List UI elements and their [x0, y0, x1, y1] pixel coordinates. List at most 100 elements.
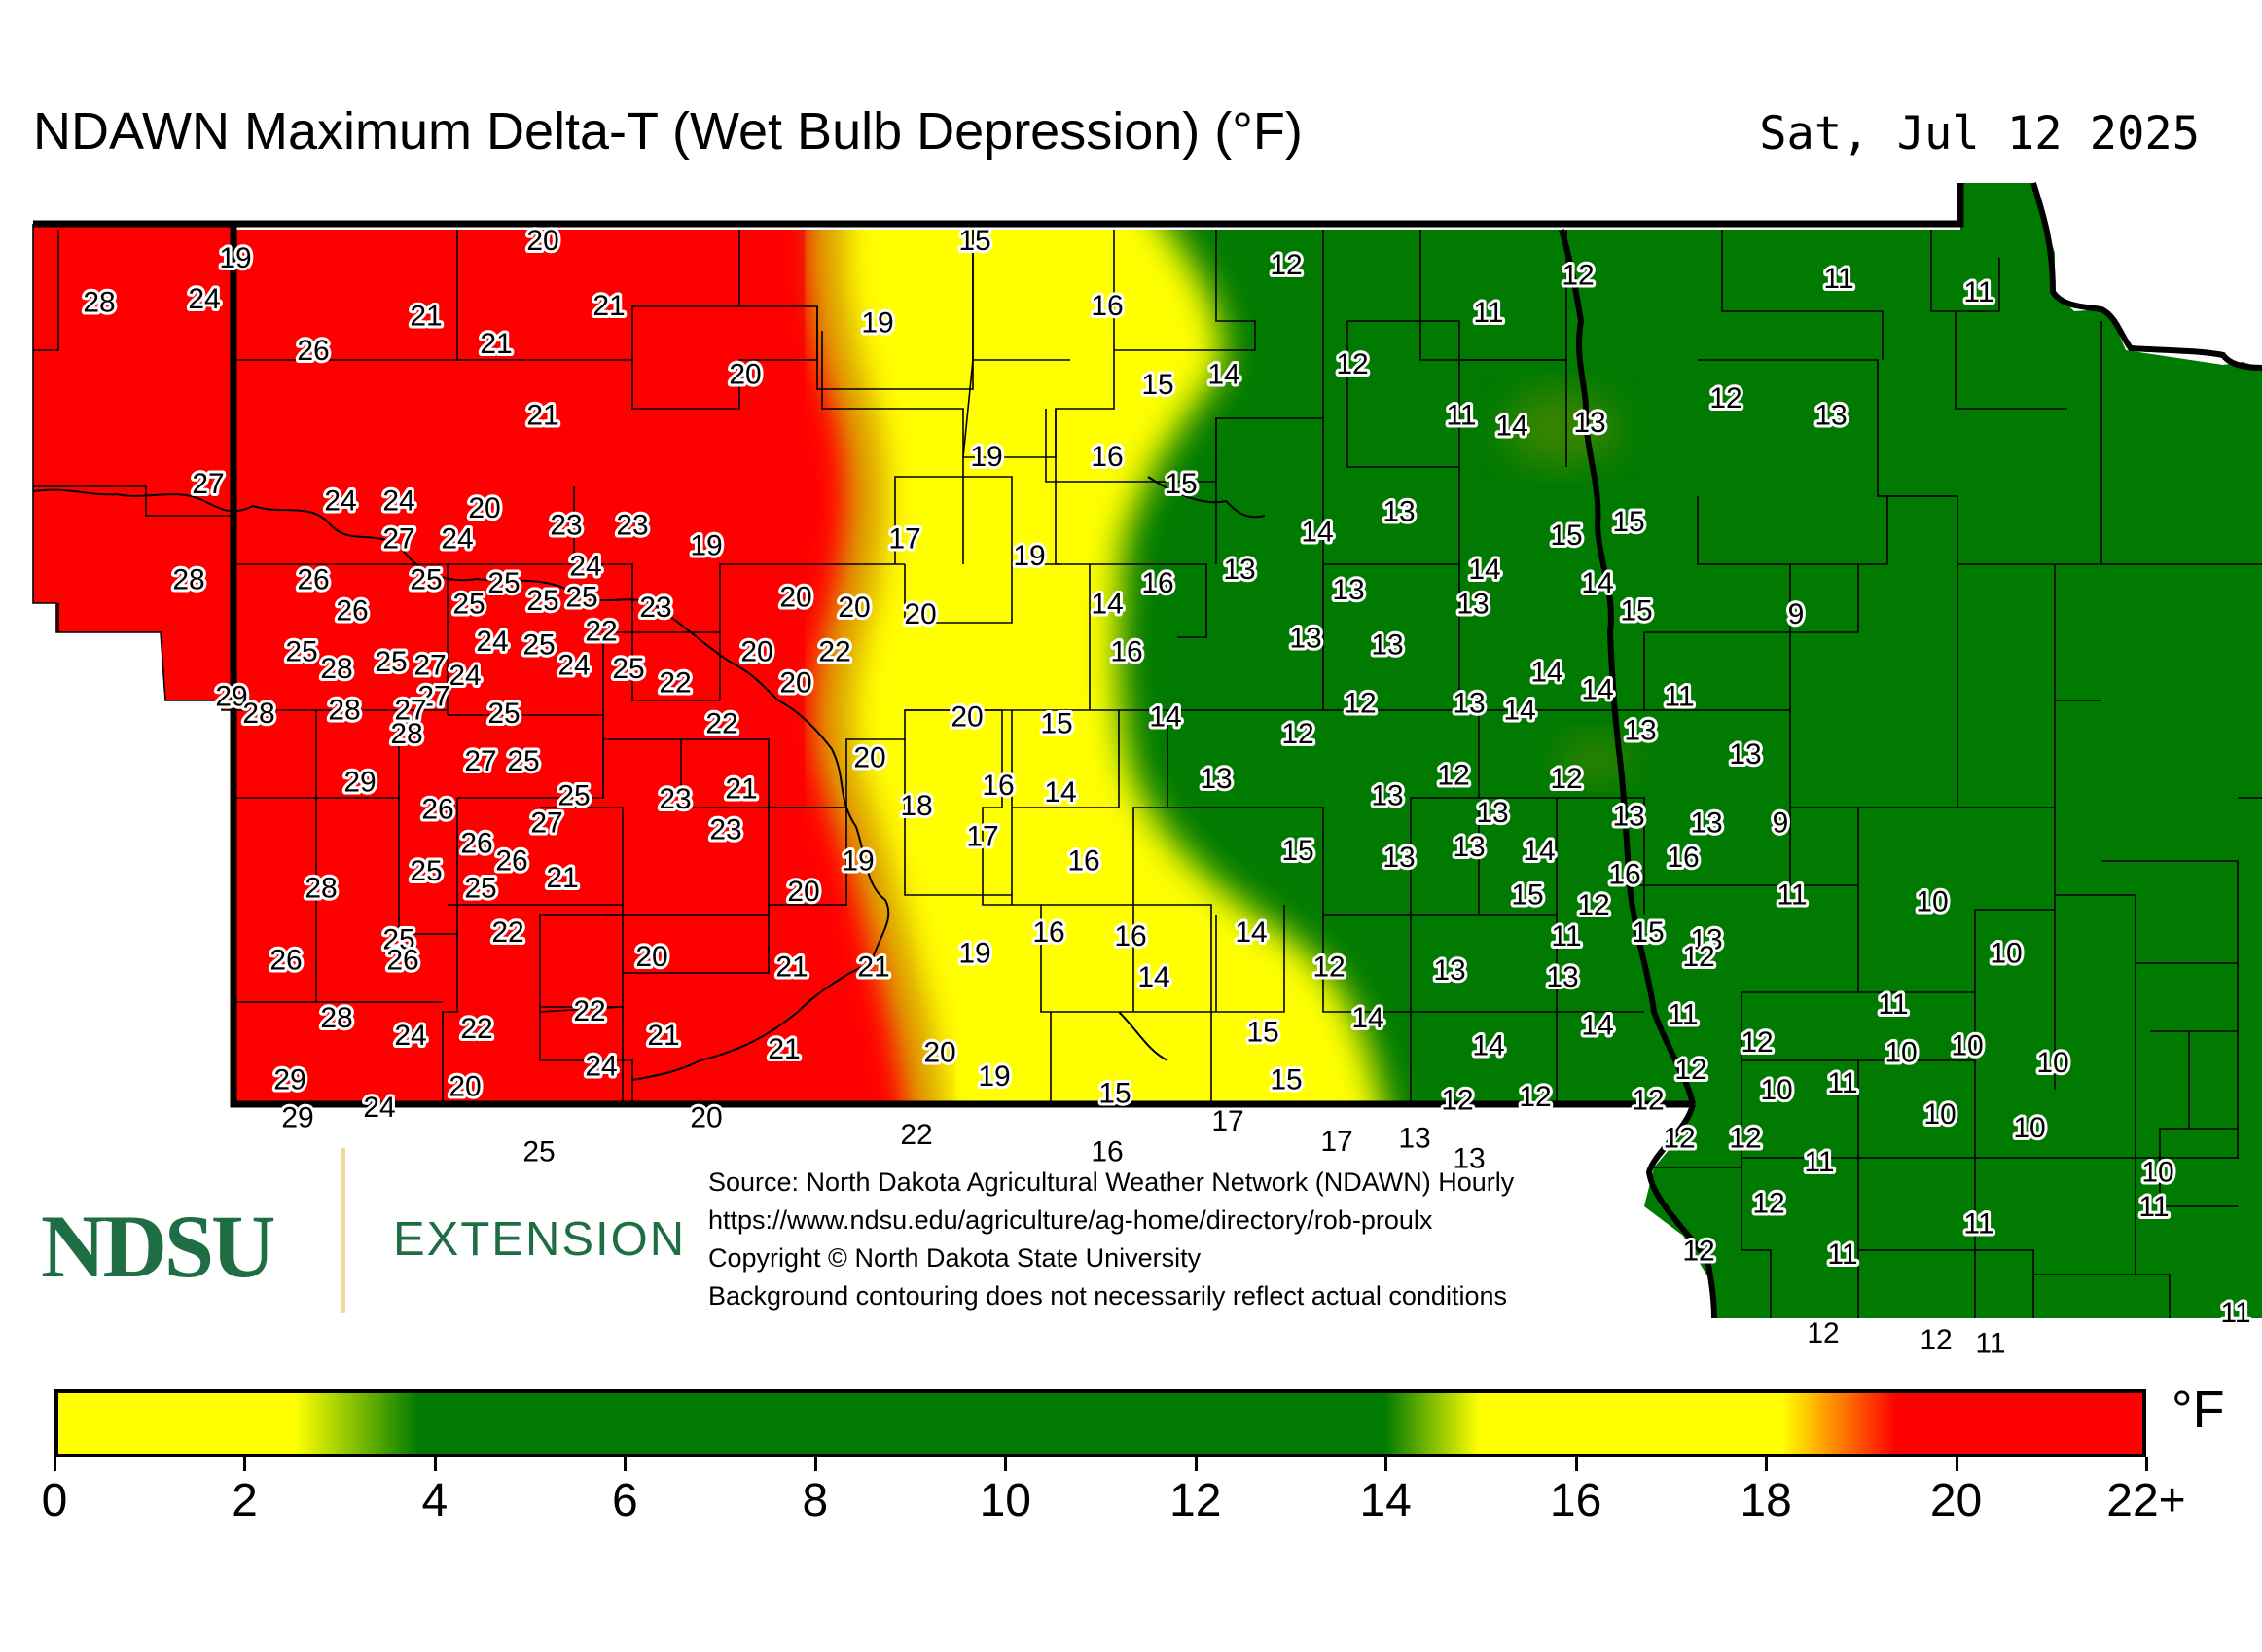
station-value: 15 — [1632, 916, 1664, 949]
colorbar-tick — [243, 1457, 247, 1471]
station-value: 11 — [1668, 999, 1698, 1031]
station-value: 21 — [775, 951, 808, 983]
colorbar-tick — [433, 1457, 437, 1471]
station-value: 23 — [550, 509, 582, 541]
station-value: 24 — [476, 626, 508, 658]
station-value: 14 — [1235, 916, 1267, 949]
station-value: 19 — [958, 937, 990, 969]
map-date: Sat, Jul 12 2025 — [1759, 107, 2200, 161]
station-value: 25 — [522, 629, 555, 662]
station-value: 25 — [464, 872, 496, 904]
station-value: 10 — [2141, 1157, 2173, 1189]
station-value: 19 — [219, 242, 251, 274]
logo-ndsu-text: NDSU — [41, 1197, 275, 1296]
station-value: 15 — [1165, 468, 1197, 500]
station-value: 21 — [725, 772, 757, 805]
station-value: 13 — [1223, 554, 1255, 586]
station-value: 13 — [1371, 779, 1403, 811]
colorbar-tick-label: 8 — [802, 1475, 829, 1526]
station-value: 13 — [1624, 715, 1656, 747]
south-dakota-east-border — [1645, 1103, 1717, 1319]
station-value: 14 — [1149, 700, 1181, 733]
station-value: 19 — [842, 844, 874, 877]
state-border — [33, 183, 1964, 228]
station-value: 15 — [1281, 835, 1313, 867]
station-value: 11 — [1827, 1239, 1857, 1271]
station-value: 11 — [1777, 880, 1807, 912]
station-value: 11 — [1963, 276, 1993, 308]
station-value: 21 — [410, 301, 442, 333]
copyright-line: Copyright © North Dakota State Universit… — [708, 1243, 1202, 1273]
station-value: 19 — [1013, 540, 1045, 572]
station-value: 15 — [1620, 594, 1652, 627]
station-value: 25 — [487, 698, 520, 730]
station-value: 28 — [328, 694, 360, 726]
station-value: 10 — [2013, 1112, 2045, 1144]
station-value: 11 — [1473, 297, 1503, 329]
station-value: 29 — [343, 766, 376, 798]
station-value: 25 — [382, 923, 414, 955]
station-value: 13 — [1398, 1122, 1430, 1154]
station-value: 10 — [1990, 937, 2022, 969]
station-value: 12 — [1336, 348, 1368, 380]
station-value: 14 — [1581, 1009, 1613, 1041]
station-value: 10 — [1916, 886, 1948, 918]
station-value: 19 — [978, 1060, 1010, 1093]
station-value: 14 — [1503, 694, 1535, 726]
station-value: 12 — [1741, 1026, 1773, 1059]
station-value: 20 — [779, 666, 811, 699]
station-value: 15 — [1098, 1078, 1131, 1110]
station-value: 20 — [923, 1036, 955, 1068]
station-value: 25 — [522, 1136, 555, 1168]
station-value: 26 — [460, 828, 492, 860]
station-value: 13 — [1690, 923, 1722, 955]
colorbar-tick-label: 6 — [612, 1475, 638, 1526]
station-value: 14 — [1530, 657, 1562, 689]
station-value: 29 — [273, 1064, 305, 1096]
station-value: 27 — [413, 650, 446, 682]
rivers — [33, 476, 1266, 1081]
station-value: 16 — [1141, 567, 1173, 599]
station-value: 15 — [1612, 506, 1644, 538]
station-value: 15 — [1550, 520, 1582, 552]
station-value: 13 — [1453, 1143, 1485, 1175]
colorbar-unit: °F — [2172, 1381, 2225, 1439]
station-value: 9 — [1788, 598, 1805, 630]
station-value: 28 — [242, 698, 274, 730]
station-value: 21 — [592, 290, 625, 322]
station-value: 25 — [565, 581, 597, 613]
colorbar-tick-label: 12 — [1169, 1475, 1222, 1526]
missouri-river — [33, 488, 890, 1081]
logo-divider — [341, 1148, 345, 1313]
station-value: 13 — [1612, 801, 1644, 833]
station-value: 15 — [1040, 708, 1072, 740]
station-value: 27 — [382, 522, 414, 555]
station-value: 28 — [390, 718, 422, 750]
station-value: 15 — [1141, 369, 1173, 401]
station-value: 12 — [1709, 382, 1741, 414]
station-value: 22 — [460, 1013, 492, 1045]
station-value: 25 — [285, 636, 317, 668]
station-value: 17 — [1320, 1126, 1352, 1158]
station-value: 13 — [1729, 738, 1761, 771]
station-value: 26 — [336, 594, 368, 627]
station-value: 29 — [215, 680, 247, 712]
station-value: 20 — [740, 636, 772, 668]
station-value: 12 — [1550, 763, 1582, 795]
station-value: 22 — [900, 1119, 932, 1151]
station-value: 26 — [269, 944, 302, 976]
colorbar-tick-label: 4 — [421, 1475, 449, 1526]
url-line: https://www.ndsu.edu/agriculture/ag-home… — [708, 1205, 1433, 1235]
station-value: 25 — [526, 585, 558, 617]
station-value: 16 — [1032, 916, 1064, 949]
station-value: 12 — [1437, 759, 1469, 791]
station-value: 12 — [1920, 1324, 1952, 1356]
station-value: 11 — [1446, 400, 1476, 432]
orange-edge — [809, 183, 951, 1151]
station-value: 12 — [1729, 1122, 1761, 1154]
station-value: 26 — [386, 944, 418, 976]
station-value: 24 — [394, 1020, 426, 1052]
colorbar-tick — [1574, 1457, 1578, 1471]
station-value: 13 — [1453, 687, 1485, 719]
station-value: 10 — [1923, 1098, 1956, 1131]
